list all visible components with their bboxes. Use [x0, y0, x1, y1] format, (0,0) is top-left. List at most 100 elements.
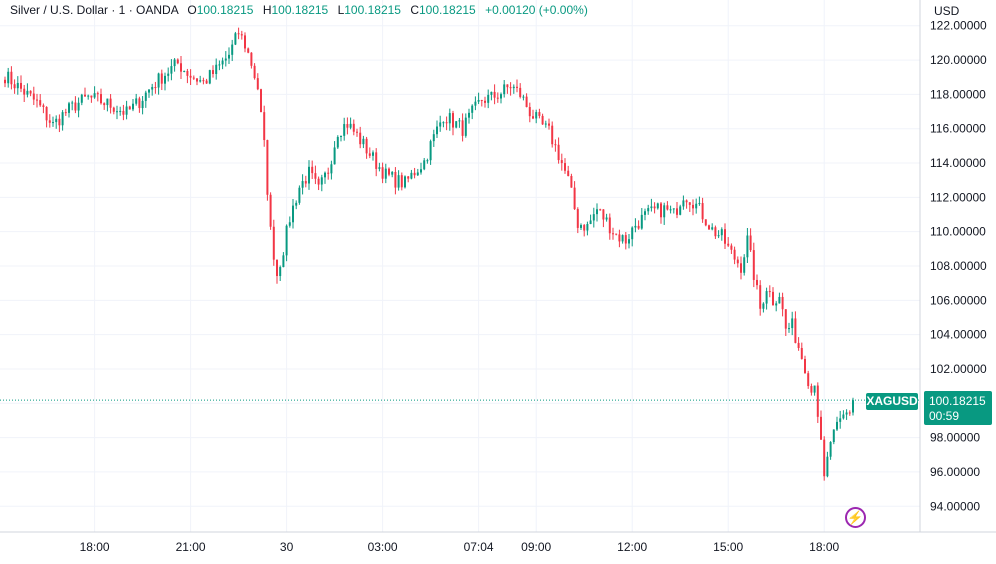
candle-body [266, 140, 269, 195]
candle-body [634, 225, 637, 228]
candle-body [800, 347, 803, 359]
candle-body [778, 296, 781, 304]
candle-body [804, 358, 806, 374]
candle-body [596, 209, 598, 215]
candle-body [762, 303, 765, 309]
candle-body [839, 418, 842, 422]
candle-body [752, 250, 755, 280]
candle-body [336, 136, 339, 148]
candle-body [295, 202, 298, 206]
candle-body [58, 118, 61, 126]
candle-body [68, 103, 70, 113]
candle-body [365, 138, 368, 154]
candle-body [592, 214, 595, 221]
candle-body [439, 122, 442, 127]
candle-body [308, 166, 310, 184]
candle-body [189, 75, 192, 78]
open-label: O [187, 3, 197, 17]
candle-body [39, 100, 42, 106]
candle-body [637, 225, 640, 229]
candle-body [320, 177, 323, 185]
candle-body [288, 222, 291, 226]
candle-body [55, 118, 58, 123]
candle-body [272, 226, 275, 260]
candle-body [388, 168, 390, 175]
symbol-title[interactable]: Silver / U.S. Dollar · 1 · OANDA [10, 3, 179, 17]
candle-body [580, 225, 582, 228]
candle-body [285, 225, 288, 256]
candle-body [183, 70, 186, 72]
candle-body [717, 235, 720, 237]
candle-body [407, 176, 410, 179]
candle-body [772, 291, 774, 306]
lightning-icon[interactable]: ⚡ [845, 507, 866, 528]
candle-body [378, 167, 381, 169]
candle-body [311, 166, 314, 174]
candle-body [372, 152, 374, 156]
candle-body [368, 153, 371, 156]
candles [4, 27, 854, 481]
low-value: 100.18215 [344, 3, 401, 17]
candle-body [221, 60, 224, 65]
candle-body [164, 75, 166, 84]
candle-body [701, 203, 704, 220]
candle-body [170, 66, 173, 74]
candle-body [480, 100, 483, 102]
candle-body [112, 107, 115, 112]
candle-body [192, 77, 195, 79]
candle-body [231, 44, 234, 55]
x-tick-label: 09:00 [521, 540, 551, 554]
candle-body [426, 160, 429, 162]
candle-body [692, 204, 694, 209]
candle-body [71, 102, 74, 104]
candle-body [448, 113, 451, 124]
candle-body [788, 328, 790, 330]
candle-body [346, 124, 349, 128]
candle-body [816, 385, 819, 417]
candle-body [298, 187, 301, 203]
candle-body [61, 112, 64, 126]
candle-body [202, 80, 205, 82]
candle-body [554, 144, 557, 146]
candle-body [80, 94, 83, 103]
candle-body [589, 220, 592, 225]
last-price-tag: XAGUSD 100.18215 00:59 [866, 391, 992, 425]
candle-body [791, 318, 794, 329]
candle-body [474, 101, 477, 106]
candle-body [724, 229, 726, 244]
candle-body [253, 65, 256, 79]
candle-body [464, 117, 467, 136]
candle-body [823, 439, 826, 477]
candle-body [535, 112, 538, 119]
candle-body [442, 122, 445, 124]
candle-body [496, 97, 499, 99]
candle-body [292, 205, 294, 223]
candle-body [381, 167, 384, 179]
close-value: 100.18215 [419, 3, 476, 17]
candle-body [727, 243, 730, 246]
candle-body [541, 115, 544, 125]
candle-body [650, 206, 653, 209]
candle-body [180, 63, 182, 72]
candle-body [656, 203, 659, 209]
candle-body [343, 124, 346, 136]
candle-body [416, 172, 419, 176]
candle-body [224, 58, 227, 61]
candle-body [660, 203, 662, 218]
candle-body [685, 200, 688, 203]
candle-body [573, 187, 576, 210]
candle-body [477, 100, 480, 102]
x-tick-label: 15:00 [713, 540, 743, 554]
candle-body [618, 234, 621, 242]
candle-body [116, 111, 118, 113]
candle-body [356, 131, 358, 133]
currency-label[interactable]: USD [934, 4, 960, 18]
bar-countdown: 00:59 [929, 409, 960, 423]
candle-body [212, 70, 214, 75]
open-value: 100.18215 [196, 3, 254, 17]
y-tick-label: 110.00000 [930, 225, 986, 239]
candle-body [698, 203, 701, 205]
candle-body [621, 235, 624, 242]
candle-body [832, 429, 835, 443]
